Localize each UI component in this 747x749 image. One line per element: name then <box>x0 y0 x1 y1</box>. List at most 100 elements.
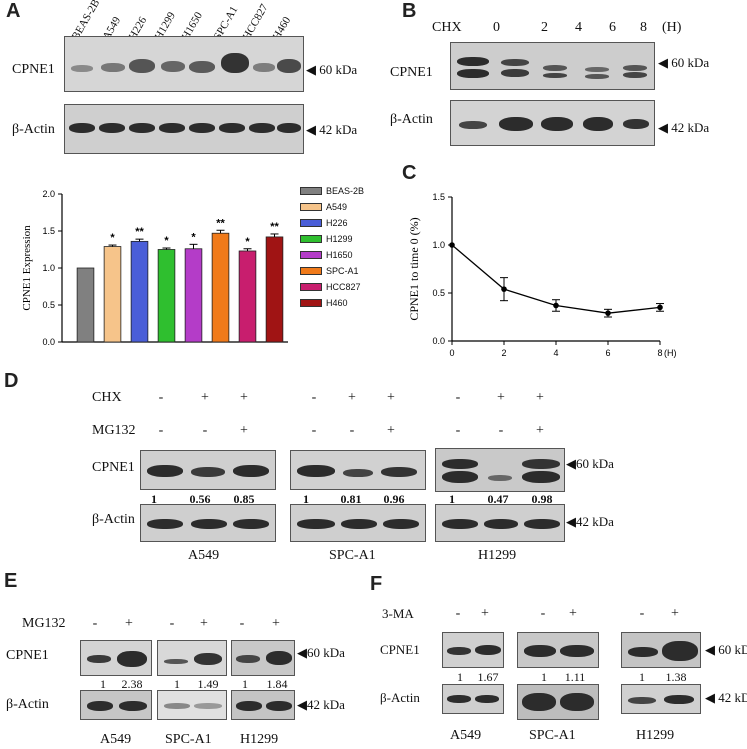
panel-label-e: E <box>4 570 18 592</box>
blot-actin-spca1 <box>290 504 426 542</box>
group-label: A549 <box>450 728 482 743</box>
group-label: SPC-A1 <box>165 732 212 747</box>
legend-swatch <box>300 251 322 259</box>
legend-swatch <box>300 219 322 227</box>
row-label-cpne1: CPNE1 <box>92 460 135 475</box>
group-label: SPC-A1 <box>529 728 576 743</box>
sign: - <box>158 423 164 438</box>
quant-value: 0.98 <box>531 492 553 506</box>
legend-label: A549 <box>326 202 348 212</box>
bar <box>130 240 149 343</box>
data-point <box>501 286 507 292</box>
legend-swatch <box>300 283 322 291</box>
bar <box>184 248 203 343</box>
sign: - <box>92 616 98 631</box>
sign: + <box>387 390 395 405</box>
sign: - <box>455 390 461 405</box>
quant-value: 1 <box>303 492 309 506</box>
significance-mark: * <box>164 235 169 247</box>
blot-cpne1-e-h1299 <box>231 640 295 676</box>
quant-value: 1 <box>174 677 180 691</box>
blot-cpne1-f-a549 <box>442 632 504 668</box>
quant-value: 1.67 <box>477 670 499 684</box>
row-label-cpne1: CPNE1 <box>380 642 420 657</box>
legend-label: H226 <box>326 218 348 228</box>
row-label-actin: β-Actin <box>380 690 420 705</box>
y-tick-label: 1.0 <box>432 240 445 250</box>
y-axis-label: CPNE1 Expression <box>21 225 33 311</box>
bar <box>265 236 284 343</box>
sign: + <box>272 616 280 631</box>
sign: + <box>240 390 248 405</box>
blot-cpne1-a <box>64 36 304 92</box>
quant-value: 1.49 <box>197 677 219 691</box>
x-tick-label: 4 <box>553 348 558 358</box>
legend-label: HCC827 <box>326 282 361 292</box>
sign: + <box>497 390 505 405</box>
time-label: 0 <box>493 20 500 35</box>
blot-actin-f-spca1 <box>517 684 599 720</box>
quant-value: 1.38 <box>665 670 687 684</box>
blot-cpne1-e-a549 <box>80 640 152 676</box>
sign: + <box>387 423 395 438</box>
line-chart-degradation: 0.0 0.5 1.0 1.5 0 2 4 6 8 (H) CPNE1 to time 0 (%) <box>407 192 677 358</box>
row-label-cpne1: CPNE1 <box>12 62 55 77</box>
x-tick-label: 8 <box>657 348 662 358</box>
row-label-cpne1: CPNE1 <box>6 648 49 663</box>
quant-value: 1 <box>639 670 645 684</box>
row-label-3ma: 3-MA <box>382 606 414 621</box>
sign: - <box>158 390 164 405</box>
group-label: A549 <box>100 732 132 747</box>
sign: - <box>455 606 461 621</box>
x-tick-label: 2 <box>501 348 506 358</box>
group-label: H1299 <box>478 548 517 563</box>
kda-60: ◀60 kDa <box>566 456 614 471</box>
legend-label: H460 <box>326 298 348 308</box>
blot-actin-b <box>450 100 655 146</box>
quant-value: 2.38 <box>121 677 143 691</box>
data-point <box>449 242 455 248</box>
blot-cpne1-b <box>450 42 655 90</box>
blot-actin-f-a549 <box>442 684 504 714</box>
time-label: 4 <box>575 20 582 35</box>
kda-42: ◀ 42 kDa <box>306 122 358 137</box>
row-label-actin: β-Actin <box>92 512 135 527</box>
blot-actin-f-h1299 <box>621 684 701 714</box>
sign: + <box>125 616 133 631</box>
significance-mark: * <box>245 236 250 248</box>
kda-60: ◀ 60 kDa <box>658 55 710 70</box>
legend-label: SPC-A1 <box>326 266 359 276</box>
blot-actin-e-h1299 <box>231 690 295 720</box>
x-tick-label: 0 <box>449 348 454 358</box>
y-tick-label: 0.0 <box>432 336 445 346</box>
bar <box>103 246 122 343</box>
data-point <box>553 302 559 309</box>
blot-cpne1-h1299 <box>435 448 565 492</box>
quant-value: 0.96 <box>383 492 405 506</box>
bar <box>238 250 257 343</box>
sign: + <box>240 423 248 438</box>
quant-value: 0.81 <box>340 492 362 506</box>
quant-value: 1 <box>457 670 463 684</box>
quant-value: 1 <box>449 492 455 506</box>
significance-mark: * <box>191 231 196 243</box>
sign: - <box>311 423 317 438</box>
bar <box>76 267 95 343</box>
significance-mark: ** <box>135 226 144 238</box>
x-unit-label: (H) <box>664 348 677 358</box>
legend-swatch <box>300 203 322 211</box>
blot-actin-e-spca1 <box>157 690 227 720</box>
sign: + <box>671 606 679 621</box>
sign: - <box>311 390 317 405</box>
legend-label: H1650 <box>326 250 353 260</box>
y-tick-label: 0.5 <box>432 288 445 298</box>
quant-value: 1 <box>151 492 157 506</box>
row-label-chx: CHX <box>92 390 122 405</box>
sign: + <box>200 616 208 631</box>
legend-swatch <box>300 267 322 275</box>
y-tick-label: 1.5 <box>42 226 55 236</box>
kda-42: ◀ 42 kDa <box>658 120 710 135</box>
sign: + <box>536 390 544 405</box>
sign: - <box>455 423 461 438</box>
panel-label-d: D <box>4 370 19 392</box>
